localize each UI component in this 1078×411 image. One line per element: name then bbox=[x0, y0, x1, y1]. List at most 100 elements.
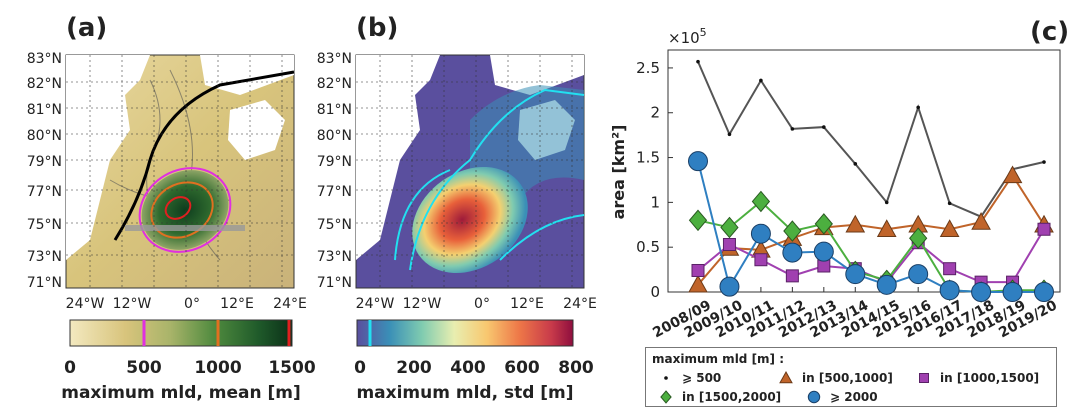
lat-tick-label: 71°N bbox=[27, 275, 62, 291]
lat-tick-label: 79°N bbox=[27, 154, 62, 170]
data-point bbox=[782, 242, 803, 263]
data-point bbox=[688, 209, 708, 232]
data-point bbox=[719, 276, 740, 297]
data-point bbox=[947, 201, 952, 206]
series-line bbox=[697, 61, 1045, 218]
colorbar-tick: 800 bbox=[558, 358, 594, 378]
colorbar-b bbox=[356, 319, 574, 347]
contour-1500 bbox=[164, 196, 192, 220]
colorbar-tick: 600 bbox=[504, 358, 540, 378]
legend-marker bbox=[779, 370, 793, 384]
lon-tick-label: 24°E bbox=[273, 296, 307, 312]
svalbard-land-a bbox=[228, 100, 285, 160]
legend-item: in [1000,1500] bbox=[919, 371, 1039, 385]
colorbar-b-label: maximum mld, std [m] bbox=[356, 383, 573, 403]
y-tick-label: 1.5 bbox=[636, 149, 660, 167]
legend-item: in [500,1000] bbox=[779, 370, 893, 385]
lat-tick-label: 77°N bbox=[27, 184, 62, 200]
data-point bbox=[1034, 282, 1054, 302]
legend-marker bbox=[660, 390, 672, 404]
data-point bbox=[909, 227, 928, 249]
lat-tick-label: 82°N bbox=[27, 76, 62, 92]
series-line bbox=[697, 173, 1045, 286]
data-point bbox=[759, 78, 763, 83]
legend-label: in [1500,2000] bbox=[682, 390, 781, 404]
legend-title: maximum mld [m] : bbox=[652, 352, 784, 366]
data-point bbox=[971, 282, 992, 302]
legend: maximum mld [m] : ⩾ 500 in [500,1000] in [… bbox=[645, 347, 1057, 407]
series-layer bbox=[688, 59, 1054, 303]
greenland-land-b bbox=[356, 55, 440, 260]
legend-label: in [1000,1500] bbox=[940, 371, 1039, 385]
greenland-land-a bbox=[66, 55, 150, 260]
lon-ticks-b: 24°W 12°W 0° 12°E 24°E bbox=[356, 296, 597, 312]
lat-tick-label: 83°N bbox=[317, 51, 352, 67]
lon-tick-label: 24°W bbox=[356, 296, 395, 312]
arctic-land-b bbox=[490, 55, 584, 95]
lat-tick-label: 81°N bbox=[317, 102, 352, 118]
lon-tick-label: 12°W bbox=[403, 296, 442, 312]
data-point bbox=[876, 219, 897, 237]
lat-tick-label: 73°N bbox=[317, 249, 352, 265]
data-point bbox=[884, 200, 889, 205]
lon-tick-label: 0° bbox=[184, 296, 200, 312]
y-tick-label: 0 bbox=[650, 283, 660, 301]
lon-tick-label: 24°W bbox=[66, 296, 105, 312]
panel-c-label: (c) bbox=[1030, 17, 1069, 47]
lon-tick-label: 12°E bbox=[510, 296, 544, 312]
lon-tick-label: 24°E bbox=[563, 296, 597, 312]
data-point bbox=[845, 214, 866, 233]
lon-tick-label: 12°W bbox=[113, 296, 152, 312]
lat-tick-label: 75°N bbox=[317, 217, 352, 233]
lat-tick-label: 73°N bbox=[27, 249, 62, 265]
lon-tick-label: 12°E bbox=[220, 296, 254, 312]
lat-tick-label: 82°N bbox=[317, 76, 352, 92]
data-point bbox=[722, 237, 736, 251]
lat-tick-label: 83°N bbox=[27, 51, 62, 67]
colorbar-tick: 1000 bbox=[194, 358, 241, 378]
lat-tick-label: 79°N bbox=[317, 154, 352, 170]
data-point bbox=[876, 274, 897, 295]
lat-tick-label: 75°N bbox=[27, 217, 62, 233]
data-point bbox=[688, 151, 708, 172]
legend-marker bbox=[807, 390, 821, 404]
colorbar-b-ticks: 0 200 400 600 800 bbox=[354, 358, 594, 378]
y-axis-label: area [km²] bbox=[609, 125, 628, 220]
panel-b-label: (b) bbox=[356, 13, 398, 43]
lat-tick-label: 80°N bbox=[27, 128, 62, 144]
data-point bbox=[688, 274, 708, 293]
legend-item: ⩾ 500 bbox=[664, 371, 721, 385]
data-point bbox=[1002, 165, 1023, 184]
colorbar-tick: 500 bbox=[126, 358, 162, 378]
y-tick-label: 2 bbox=[650, 104, 660, 122]
legend-label: in [500,1000] bbox=[802, 371, 893, 385]
data-point bbox=[813, 241, 834, 262]
data-point bbox=[845, 264, 866, 285]
data-point bbox=[817, 259, 831, 273]
data-point bbox=[754, 253, 768, 267]
lat-tick-label: 71°N bbox=[317, 275, 352, 291]
y-tick-label: 2.5 bbox=[636, 59, 660, 77]
data-point bbox=[727, 132, 732, 137]
data-point bbox=[1042, 160, 1046, 164]
data-point bbox=[943, 262, 957, 276]
series-3 bbox=[688, 190, 1054, 303]
data-point bbox=[1002, 282, 1023, 302]
lon-ticks-a: 24°W 12°W 0° 12°E 24°E bbox=[66, 296, 307, 312]
data-point bbox=[751, 190, 771, 213]
legend-label: ⩾ 2000 bbox=[830, 390, 878, 404]
colorbar-tick: 200 bbox=[396, 358, 432, 378]
legend-item: ⩾ 2000 bbox=[807, 390, 878, 404]
lat-ticks-b: 83°N 82°N 81°N 80°N 79°N 77°N 75°N 73°N 71°N bbox=[317, 51, 352, 291]
y-tick-label: 0.5 bbox=[636, 238, 660, 256]
contour-500 bbox=[138, 167, 232, 253]
y-ticks: 0 0.5 1 1.5 2 2.5 bbox=[636, 59, 673, 301]
map-a bbox=[65, 54, 295, 289]
lat-tick-label: 81°N bbox=[27, 102, 62, 118]
colorbar-a bbox=[69, 319, 293, 347]
y-tick-label: 1 bbox=[650, 193, 660, 211]
data-point bbox=[971, 212, 991, 230]
series-line bbox=[697, 228, 1045, 284]
cyan-contour bbox=[409, 88, 585, 271]
data-point bbox=[814, 213, 833, 235]
